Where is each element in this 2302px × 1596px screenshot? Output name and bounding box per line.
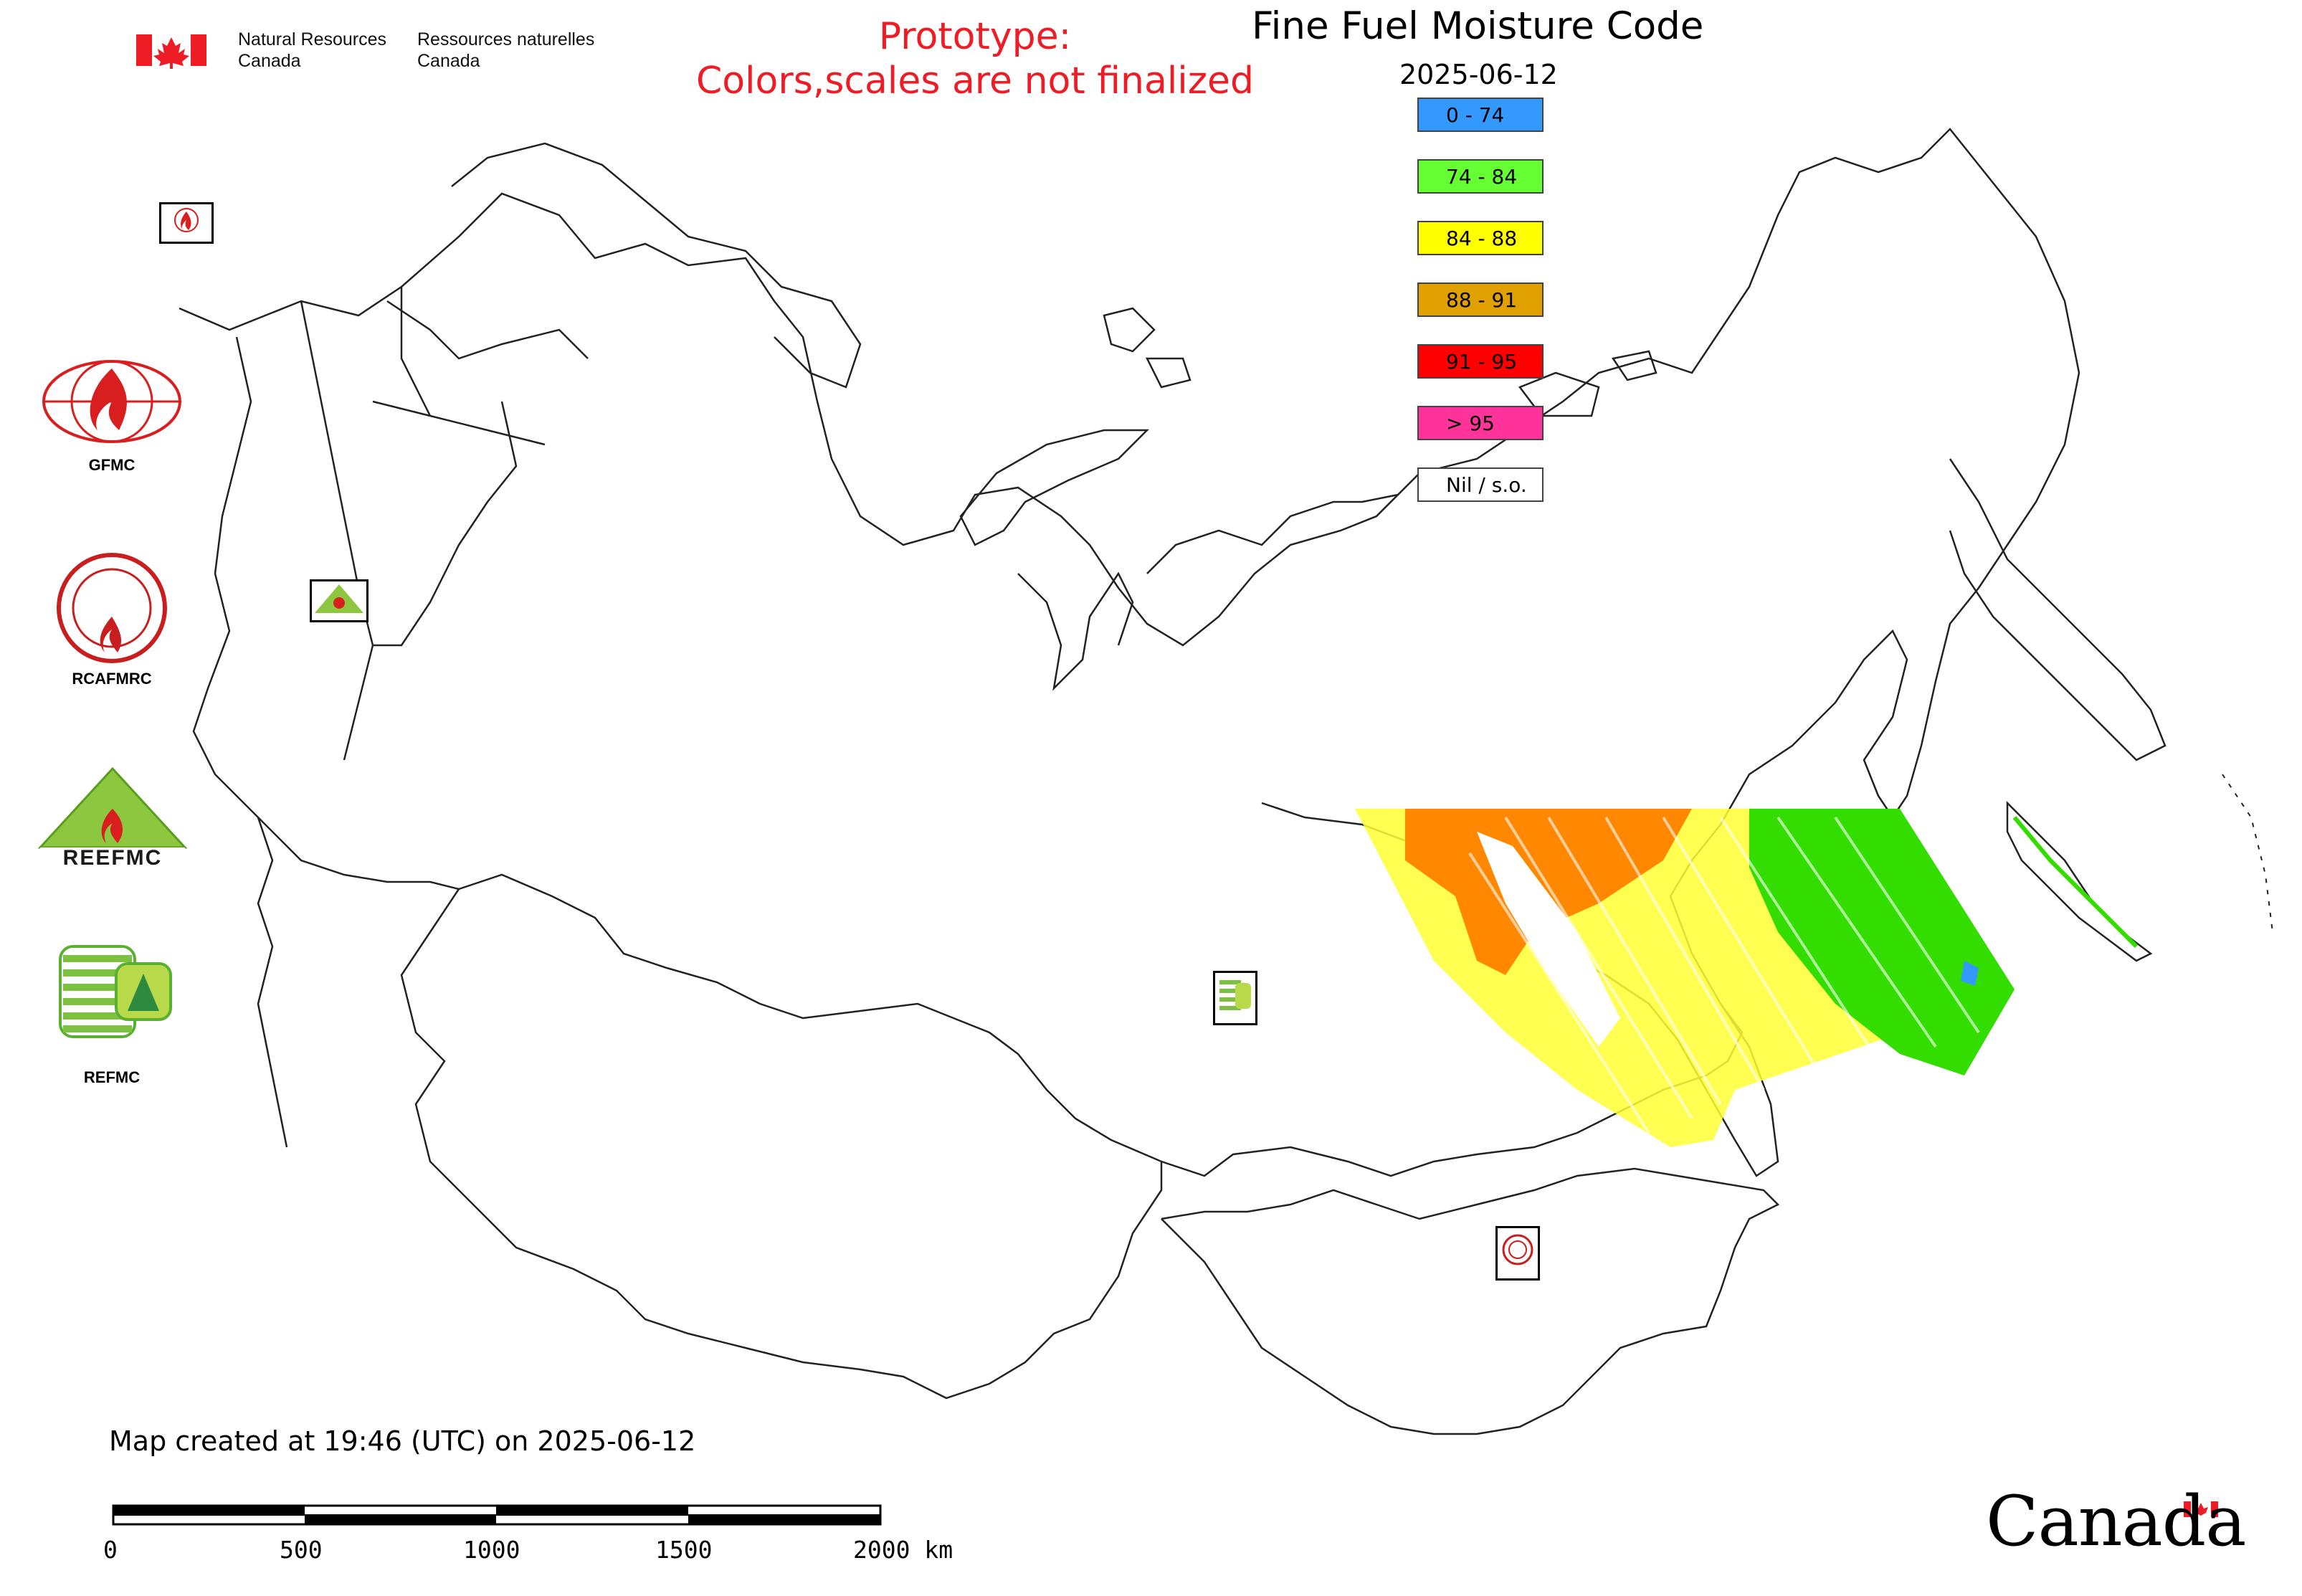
agency-name-fr: Ressources naturelles Canada [417,29,595,71]
map-marker-gfmc [159,202,214,244]
logo-label-gfmc: GFMC [88,456,135,474]
prototype-line-2: Colors,scales are not finalized [695,60,1255,103]
legend-item-label: 88 - 91 [1446,288,1518,312]
southern-border [458,873,1744,1177]
reefmc-triangle-icon [37,766,188,866]
ffmc-orange-band [1405,809,1692,975]
map-created-timestamp: Map created at 19:46 (UTC) on 2025-06-12 [109,1425,696,1457]
kamchatka [1949,458,2167,761]
legend-item: 74 - 84 [1417,159,1544,194]
logo-label-refmc: REFMC [83,1068,141,1086]
legend-item-label: 84 - 88 [1446,226,1518,250]
legend-item-label: > 95 [1446,411,1495,435]
west-borders [192,287,546,1148]
agency-name-en: Natural Resources Canada [238,29,387,71]
legend-item-label: 74 - 84 [1446,164,1518,189]
canada-wordmark: Canada [1986,1481,2246,1562]
legend-item: 88 - 91 [1417,282,1544,317]
ffmc-data-overlay [1355,809,2139,1147]
russia-outline [179,128,2080,1177]
canada-wordmark-flag-icon [2184,1501,2218,1517]
logo-label-reefmc: REEFMC [62,846,163,870]
scale-tick-500: 500 [280,1536,323,1564]
mongolia-outline [1161,1167,1780,1435]
ffmc-streaks [1468,816,1980,1134]
scale-tick-1000: 1000 [463,1536,520,1564]
canada-flag-icon [136,34,206,69]
refmc-sigma-icon [59,945,173,1038]
logo-label-rcafmrc: RCAFMRC [72,670,152,688]
kola-peninsula [386,142,862,389]
severnaya-zemlya [1103,307,1192,389]
map-marker-reefmc [310,579,368,622]
map-date: 2025-06-12 [1399,59,1558,90]
ffmc-white-gap [1477,832,1620,1047]
legend-item-label: 0 - 74 [1446,103,1505,127]
ffmc-green-band [1749,809,2015,1075]
legend-item: 0 - 74 [1417,98,1544,132]
kazakhstan-outline [400,888,1163,1400]
ffmc-sakhalin-strip [2012,816,2139,949]
novaya-zemlya [959,429,1150,546]
legend-item-label: Nil / s.o. [1446,472,1527,497]
legend-item: Nil / s.o. [1417,467,1544,502]
legend-item: 91 - 95 [1417,344,1544,379]
scale-tick-2000: 2000 km [853,1536,953,1564]
scale-tick-1500: 1500 [655,1536,713,1564]
legend-item-label: 91 - 95 [1446,349,1518,374]
sakhalin [2006,800,2153,962]
yamal-taymyr [1017,493,1399,691]
rcafmrc-seal-icon [56,552,168,664]
legend-item: 84 - 88 [1417,221,1544,255]
scale-tick-0: 0 [103,1536,118,1564]
map-marker-rcafmrc [1495,1226,1540,1281]
ffmc-blue-spot [1961,961,1979,986]
prototype-line-1: Prototype: [878,15,1072,58]
gfmc-flame-globe-icon [40,358,184,473]
scale-bar [112,1504,882,1526]
map-title: Fine Fuel Moisture Code [1252,4,1704,48]
legend-item: > 95 [1417,406,1544,440]
kuril-islands [2222,774,2273,933]
prototype-notice: Prototype: Colors,scales are not finaliz… [645,14,1305,103]
map-marker-refmc [1213,971,1257,1025]
